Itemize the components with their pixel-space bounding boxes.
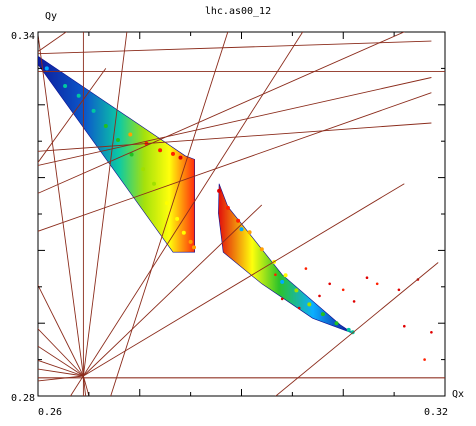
chart-title: lhc.as00_12 (205, 6, 271, 17)
data-point (346, 327, 351, 332)
data-point (164, 201, 169, 206)
scan-bands (38, 55, 354, 334)
x-tick-label-left: 0.26 (38, 407, 62, 418)
resonance-line (38, 345, 84, 377)
data-point (239, 227, 244, 232)
data-point (44, 66, 49, 71)
data-point (307, 302, 312, 307)
scan-points (31, 52, 433, 361)
resonance-line (38, 284, 84, 377)
resonance-line (110, 32, 229, 396)
data-point (297, 306, 301, 310)
resonance-line (38, 32, 84, 377)
data-point (375, 282, 379, 286)
data-point (128, 132, 133, 137)
data-point (423, 358, 426, 361)
data-point (304, 267, 308, 270)
data-point (171, 151, 175, 156)
x-tick-label-right: 0.32 (424, 407, 448, 418)
y-tick-label-top: 0.34 (11, 31, 35, 42)
plot-frame (37, 31, 446, 397)
band-lower-right (218, 183, 354, 334)
data-point (259, 247, 264, 252)
data-point (283, 273, 288, 278)
data-point (141, 167, 146, 172)
resonance-line (38, 68, 107, 164)
data-point (280, 279, 285, 284)
data-point (403, 324, 406, 328)
data-point (328, 282, 332, 286)
resonance-line (38, 375, 84, 382)
data-point (225, 205, 230, 210)
data-point (31, 52, 35, 56)
resonance-line (38, 359, 84, 377)
resonance-line (83, 183, 405, 377)
data-point (152, 181, 156, 186)
resonance-line (38, 368, 84, 377)
data-point (192, 245, 196, 250)
y-tick-label-bottom: 0.28 (11, 393, 35, 404)
data-point (320, 312, 325, 317)
data-point (397, 288, 401, 292)
y-axis-label: Qy (45, 11, 57, 22)
data-point (76, 93, 81, 98)
data-point (217, 188, 222, 193)
data-point (334, 321, 339, 326)
resonance-line (38, 328, 84, 377)
data-point (236, 218, 241, 223)
data-point (280, 297, 284, 301)
data-point (63, 84, 68, 88)
data-point (294, 288, 299, 293)
x-axis-label: Qx (452, 389, 464, 400)
resonance-line (38, 77, 432, 166)
resonance-line (83, 204, 263, 377)
axis-ticks (37, 31, 446, 397)
data-point (91, 108, 96, 113)
data-point (178, 155, 183, 160)
data-point (318, 294, 321, 298)
data-point (247, 230, 252, 235)
resonance-line (38, 122, 432, 152)
data-point (129, 152, 134, 157)
resonance-line (275, 262, 439, 396)
data-point (188, 239, 193, 244)
data-point (103, 124, 108, 128)
resonance-line (38, 40, 432, 55)
resonance-line (82, 375, 90, 396)
resonance-line (82, 32, 128, 377)
data-point (158, 148, 163, 153)
data-point (274, 273, 277, 277)
data-point (341, 288, 345, 292)
resonance-line (38, 92, 432, 232)
data-point (430, 331, 433, 334)
data-point (352, 300, 356, 303)
data-point (181, 230, 186, 235)
data-point (116, 138, 120, 142)
data-point (175, 216, 180, 221)
data-point (365, 276, 369, 280)
resonance-line (38, 32, 406, 194)
band-upper-left (38, 55, 195, 253)
